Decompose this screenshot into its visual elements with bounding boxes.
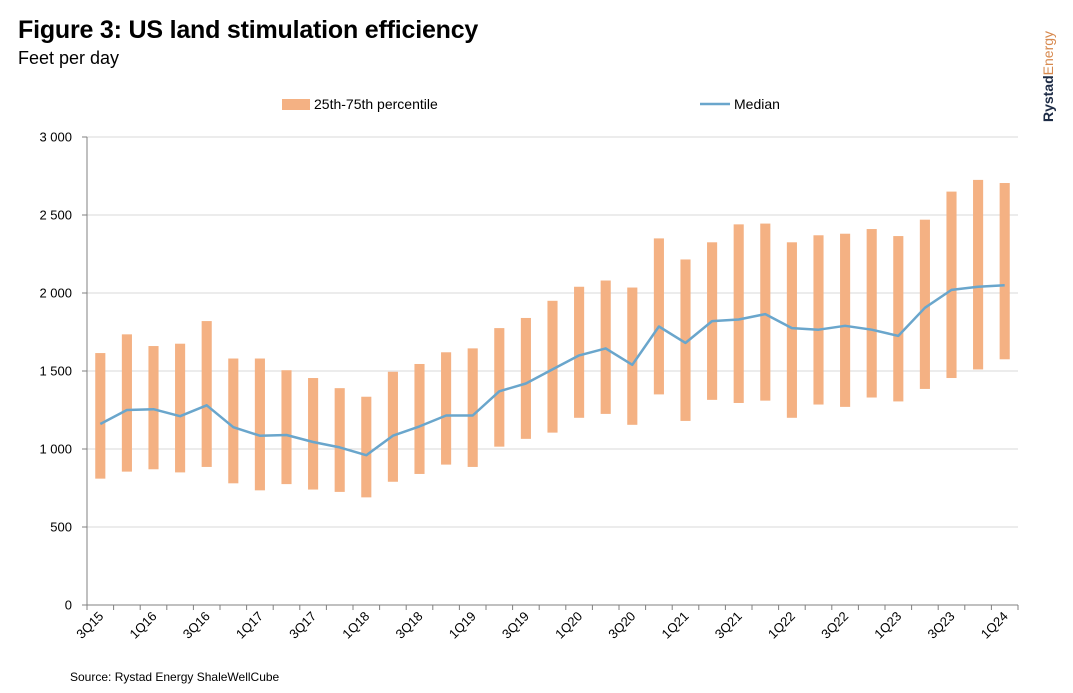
percentile-bar [866,229,877,398]
percentile-bar [175,343,186,473]
x-tick-label: 3Q18 [393,609,426,642]
percentile-bar [121,334,132,472]
x-tick-label: 3Q20 [605,609,638,642]
percentile-bar [627,287,638,425]
y-tick-label: 1 500 [39,364,72,379]
x-tick-label: 1Q20 [552,609,585,642]
x-tick-label: 1Q21 [659,609,692,642]
x-tick-label: 3Q19 [499,609,532,642]
percentile-bar [653,238,664,395]
chart-title: Figure 3: US land stimulation efficiency [18,16,479,44]
y-tick-label: 1 000 [39,442,72,457]
x-tick-label: 3Q22 [818,609,851,642]
legend-label-percentile: 25th-75th percentile [314,96,438,112]
percentile-bar [520,317,531,439]
percentile-bar [441,352,452,465]
percentile-bar [95,353,106,479]
x-tick-label: 1Q19 [446,609,479,642]
percentile-bar [308,378,319,490]
y-tick-label: 2 500 [39,208,72,223]
chart-subtitle: Feet per day [18,48,120,68]
percentile-bar [494,328,505,447]
x-tick-label: 3Q21 [712,609,745,642]
x-tick-label: 1Q23 [871,609,904,642]
percentile-bar [680,259,691,421]
legend-swatch-percentile [282,99,310,110]
y-tick-label: 3 000 [39,130,72,145]
x-tick-label: 1Q17 [233,609,266,642]
percentile-bar [813,235,824,405]
percentile-bar [919,219,930,389]
percentile-bar [387,371,398,482]
percentile-bar [334,388,345,492]
percentile-bar [893,236,904,402]
percentile-bar [467,348,478,467]
legend: 25th-75th percentile Median [282,96,780,112]
percentile-bar [254,358,265,491]
y-tick-label: 2 000 [39,286,72,301]
y-tick-label: 500 [50,520,72,535]
percentile-bar [228,358,239,484]
median-line-group [99,283,1005,457]
legend-label-median: Median [734,96,780,112]
x-tick-label: 3Q17 [286,609,319,642]
percentile-bar [946,191,957,379]
x-tick-label: 1Q22 [765,609,798,642]
percentile-bar [201,321,212,467]
x-tick-label: 1Q18 [339,609,372,642]
percentile-bar [760,223,771,401]
source-note: Source: Rystad Energy ShaleWellCube [70,670,280,684]
percentile-bar [148,346,159,470]
percentile-bar [574,286,585,418]
percentile-bars [95,179,1010,498]
x-tick-label: 3Q15 [73,609,106,642]
x-tick-label: 1Q24 [978,609,1011,642]
x-tick-label: 1Q16 [127,609,160,642]
percentile-bar [840,233,851,407]
gridlines [87,136,1018,528]
percentile-bar [361,396,372,498]
percentile-bar [999,183,1010,360]
y-tick-label: 0 [65,598,72,613]
x-tick-label: 3Q23 [925,609,958,642]
median-line [99,283,1005,457]
percentile-bar [281,370,292,485]
percentile-bar [414,363,425,474]
percentile-bar [547,300,558,433]
percentile-bar [973,179,984,370]
x-tick-label: 3Q16 [180,609,213,642]
percentile-bar [786,242,797,418]
percentile-bar [733,224,744,403]
